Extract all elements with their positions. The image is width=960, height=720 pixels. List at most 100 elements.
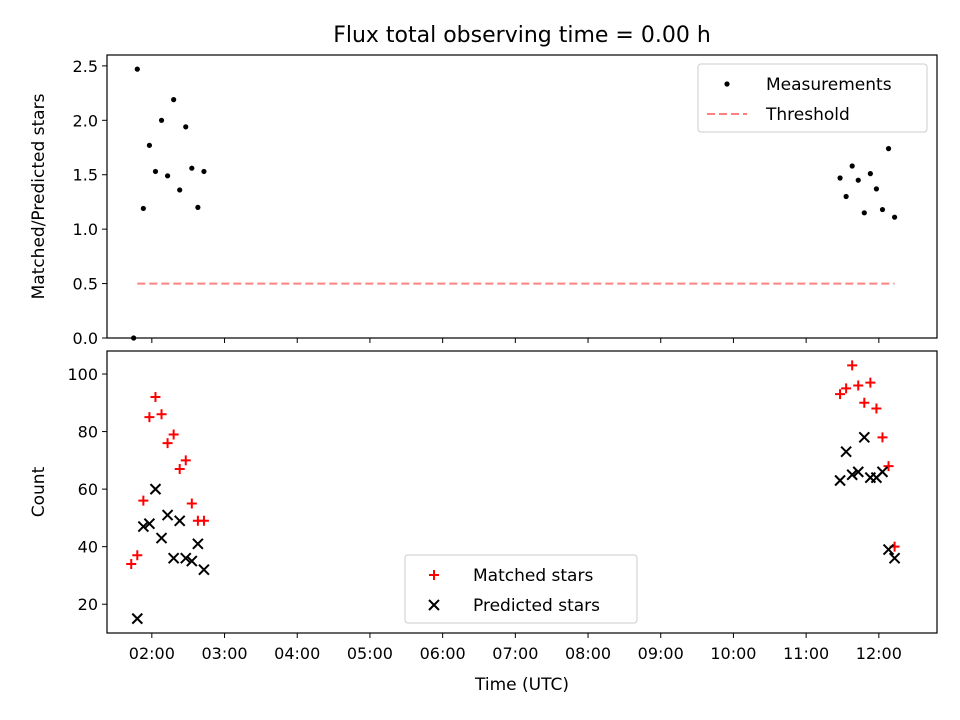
predicted-star-point <box>137 520 150 533</box>
matched-star-point <box>865 377 876 388</box>
x-tick-label: 09:00 <box>638 644 684 663</box>
measurement-point <box>152 168 159 175</box>
measurement-point <box>891 214 898 220</box>
x-tick-label: 02:00 <box>129 644 175 663</box>
predicted-star-point <box>180 552 192 564</box>
predicted-star-point <box>888 552 901 564</box>
matched-star-point <box>198 515 209 526</box>
predicted-star-point <box>858 431 871 444</box>
matched-star-point <box>138 495 149 506</box>
y-tick-label: 1.0 <box>73 220 98 239</box>
predicted-star-point <box>852 466 864 478</box>
measurement-point <box>855 177 861 183</box>
x-tick-label: 04:00 <box>274 644 320 663</box>
y-tick-label: 2.5 <box>73 57 98 76</box>
matched-star-point <box>186 498 197 509</box>
plot-area <box>126 360 901 625</box>
x-axis-label: Time (UTC) <box>474 675 569 695</box>
predicted-star-point <box>882 543 895 556</box>
matched-star-point <box>853 380 864 391</box>
ratio-panel: Flux total observing time = 0.00 h 0.0 0.5… <box>29 23 938 348</box>
predicted-star-point <box>198 563 210 576</box>
measurement-point <box>837 175 843 181</box>
legend-entry-label: Matched stars <box>473 566 593 586</box>
x-tick-label: 03:00 <box>201 644 247 663</box>
predicted-star-point <box>846 469 858 481</box>
ratio-legend: Measurements Threshold <box>697 63 928 133</box>
measurement-point <box>885 146 892 152</box>
count-legend: Matched stars Predicted stars <box>404 554 638 624</box>
matched-star-point <box>847 360 858 371</box>
measurement-point <box>201 168 207 175</box>
x-tick-label: 08:00 <box>565 644 611 663</box>
predicted-star-point <box>834 474 846 487</box>
legend-matched-swatch <box>429 570 439 580</box>
y-tick-label: 60 <box>78 480 98 499</box>
x-tick-label: 07:00 <box>492 644 538 663</box>
y-tick-label: 0.5 <box>73 275 98 294</box>
legend-predicted-swatch <box>428 599 440 611</box>
x-tick-label: 06:00 <box>420 644 466 663</box>
y-tick-label: 2.0 <box>73 111 98 130</box>
matched-star-point <box>835 389 846 400</box>
measurement-point <box>158 117 165 123</box>
legend-entry-label: Predicted stars <box>473 596 600 616</box>
matched-star-point <box>174 463 185 474</box>
plot-area <box>131 66 898 341</box>
matched-star-point <box>871 403 882 414</box>
matched-star-point <box>132 550 143 561</box>
measurement-point <box>873 186 880 192</box>
matched-star-point <box>883 461 894 472</box>
chart-title: Flux total observing time = 0.00 h <box>333 23 711 48</box>
legend-measurement-swatch <box>724 81 730 87</box>
predicted-star-point <box>161 509 174 521</box>
predicted-star-point <box>149 483 162 495</box>
predicted-star-point <box>876 466 889 478</box>
y-tick-label: 100 <box>67 365 98 384</box>
x-tick-label: 05:00 <box>347 644 393 663</box>
matched-star-point <box>144 412 155 423</box>
y-axis-label: Count <box>29 466 49 517</box>
measurement-point <box>171 97 177 103</box>
measurement-point <box>849 163 855 169</box>
measurement-point <box>195 204 201 210</box>
legend-box <box>404 554 638 624</box>
measurement-point <box>146 142 153 148</box>
measurement-point <box>843 193 849 200</box>
x-tick-label: 10:00 <box>710 644 756 663</box>
predicted-star-point <box>173 515 186 527</box>
y-tick-label: 80 <box>78 423 98 442</box>
measurement-point <box>134 66 140 72</box>
y-axis-label: Matched/Predicted stars <box>29 93 49 299</box>
matched-star-point <box>168 429 179 440</box>
measurement-point <box>177 187 183 193</box>
legend-entry-label: Measurements <box>766 75 892 95</box>
measurement-point <box>879 206 886 213</box>
predicted-star-point <box>131 612 143 625</box>
y-tick-label: 0.0 <box>73 329 98 348</box>
axes-frame <box>106 350 938 634</box>
x-tick-label: 11:00 <box>783 644 829 663</box>
legend-entry-label: Threshold <box>765 105 850 125</box>
count-panel: 20 40 60 80 100 02:00 03:00 04:00 05:00 06:00 07:0… <box>29 350 938 695</box>
matched-star-point <box>156 409 167 420</box>
measurement-point <box>861 210 867 216</box>
predicted-star-point <box>167 552 180 564</box>
measurement-point <box>189 165 195 171</box>
matched-star-point <box>180 455 191 466</box>
predicted-star-point <box>840 446 852 458</box>
measurement-point <box>140 205 146 212</box>
legend-box <box>697 63 928 133</box>
predicted-star-point <box>186 555 198 567</box>
y-tick-label: 20 <box>78 595 98 614</box>
predicted-star-point <box>155 532 168 544</box>
y-tick-label: 1.5 <box>73 166 98 185</box>
matched-star-point <box>150 392 161 403</box>
x-tick-label: 12:00 <box>856 644 902 663</box>
measurement-point <box>867 171 873 177</box>
matched-star-point <box>841 383 852 394</box>
matched-star-point <box>162 438 173 449</box>
predicted-star-point <box>192 538 204 550</box>
matched-star-point <box>877 432 888 443</box>
